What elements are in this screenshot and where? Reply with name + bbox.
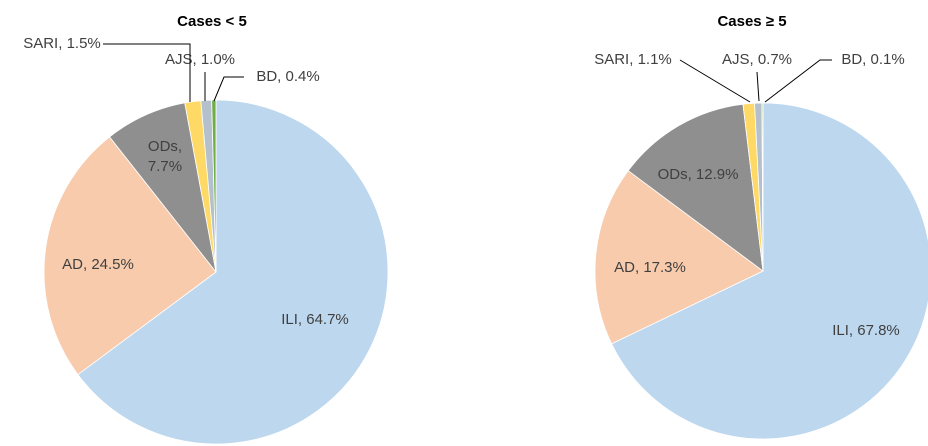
leader-line <box>764 59 832 103</box>
leader-line <box>679 59 751 103</box>
leader-line <box>213 76 244 102</box>
data-label: AD, 24.5% <box>62 256 134 273</box>
data-label: ILI, 67.8% <box>832 322 900 339</box>
data-label: BD, 0.1% <box>841 51 904 68</box>
data-label: AD, 17.3% <box>614 259 686 276</box>
data-label: ODs, 12.9% <box>658 166 739 183</box>
data-label: ILI, 64.7% <box>281 311 349 328</box>
pie-slice <box>594 170 764 345</box>
leader-line <box>103 43 191 102</box>
chart-title: Cases ≥ 5 <box>717 13 786 30</box>
data-label: BD, 0.4% <box>256 68 319 85</box>
data-label: ODs, 7.7% <box>148 138 182 175</box>
pie-slice <box>43 136 217 376</box>
pie-slice <box>761 102 764 272</box>
pie-slice <box>627 103 764 272</box>
pie-slice <box>211 99 217 273</box>
data-label: SARI, 1.1% <box>594 51 672 68</box>
leader-line <box>756 71 760 102</box>
pie-slice <box>611 102 928 440</box>
data-label: AJS, 1.0% <box>165 51 235 68</box>
data-label: AJS, 0.7% <box>722 51 792 68</box>
data-label: SARI, 1.5% <box>23 35 101 52</box>
chart-title: Cases < 5 <box>177 13 247 30</box>
pie-slice <box>77 99 389 445</box>
